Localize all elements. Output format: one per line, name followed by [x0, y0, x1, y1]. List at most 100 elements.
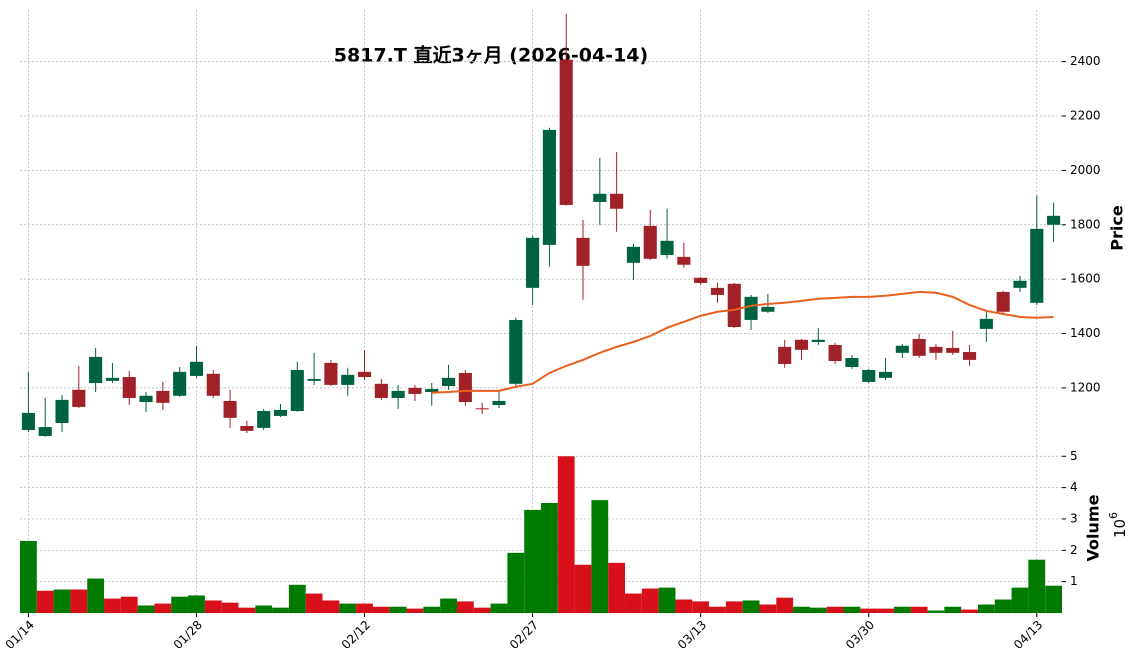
volume-bar [20, 540, 37, 613]
candle-body [357, 371, 372, 378]
candle-body [727, 283, 741, 328]
volume-bar [541, 502, 558, 613]
candle-body [139, 395, 153, 403]
volume-bar [591, 500, 609, 613]
x-tick-label: 03/13 [675, 618, 709, 652]
candle-body [929, 346, 943, 353]
volume-bar [104, 598, 121, 613]
candle-body [1047, 215, 1061, 225]
volume-bar [70, 589, 88, 613]
volume-bar [255, 605, 273, 613]
candle-body [122, 377, 136, 398]
volume-bar [557, 456, 575, 613]
volume-bar [809, 607, 827, 613]
candle-body [21, 412, 35, 431]
candle-body [526, 237, 540, 288]
candle-body [55, 399, 69, 423]
volume-bar [877, 608, 894, 613]
y-tick-label: 1 [1070, 574, 1078, 588]
volume-bar [994, 599, 1012, 613]
volume-bar [137, 605, 155, 613]
candle-body [72, 389, 86, 407]
candle-body [811, 339, 825, 342]
candle-body [677, 256, 691, 265]
candle-body [257, 411, 271, 428]
volume-bar [120, 596, 138, 613]
y-tick-label: 1200 [1070, 380, 1101, 394]
candle-body [189, 361, 204, 376]
chart-title: 5817.T 直近3ヶ月 (2026-04-14) [334, 44, 648, 67]
volume-bar [776, 597, 794, 613]
candle-body [38, 427, 52, 437]
volume-bar [356, 603, 373, 613]
candle-body [559, 59, 573, 205]
volume-bar [658, 587, 676, 613]
candle-body [391, 390, 405, 398]
candle-body [1013, 280, 1027, 288]
volume-bar [742, 600, 760, 613]
candle-body [458, 372, 472, 403]
volume-bar [423, 606, 441, 613]
volume-bar [204, 600, 222, 613]
candle-body [996, 291, 1010, 312]
volume-bar [238, 607, 256, 613]
y-tick-label: 4 [1070, 480, 1078, 494]
volume-bar [322, 600, 340, 613]
candle-body [307, 378, 321, 381]
candle-body [778, 346, 792, 364]
price-axis-label: Price [1108, 205, 1127, 251]
candle-body [105, 377, 119, 381]
volume-scale: 106 [1107, 512, 1129, 538]
candle-body [173, 371, 187, 396]
volume-bar [36, 590, 54, 613]
volume-bar [53, 589, 71, 613]
volume-bar [171, 596, 189, 613]
candle-body [509, 319, 523, 384]
y-tick-label: 3 [1070, 511, 1078, 525]
volume-bar [608, 562, 626, 613]
candle-body [963, 352, 977, 360]
candle-body [878, 371, 893, 378]
volume-bar [910, 606, 928, 613]
candle-body [89, 356, 103, 384]
candle-body [324, 362, 338, 385]
x-tick-label: 04/13 [1011, 618, 1045, 652]
volume-bar [507, 552, 525, 613]
candle-body [442, 377, 456, 387]
candle-body [610, 193, 624, 209]
volume-bar [1011, 587, 1029, 613]
volume-bar [154, 603, 172, 613]
volume-bar [272, 607, 289, 613]
moving-average-line [431, 290, 1054, 394]
volume-bar [675, 599, 693, 613]
volume-axis-label: Volume [1084, 494, 1103, 561]
volume-bar [188, 595, 205, 613]
candle-body [492, 400, 506, 406]
volume-bar [490, 603, 508, 613]
candle-body [206, 373, 220, 396]
candle-body [542, 129, 556, 245]
candle-body [240, 425, 254, 431]
volume-bar [372, 606, 390, 613]
volume-bar [305, 593, 323, 613]
candle-body [223, 400, 237, 418]
candle-body [694, 277, 708, 283]
volume-bar [725, 601, 743, 613]
candle-body [626, 246, 640, 263]
volume-bar [473, 607, 491, 613]
candle-body [761, 306, 775, 312]
volume-bar [759, 604, 777, 613]
volume-bar [221, 602, 239, 613]
candle-body [862, 369, 876, 382]
candle-body [593, 193, 607, 202]
y-tick-label: 2400 [1070, 54, 1101, 68]
volume-bar [826, 606, 844, 613]
candle-body [156, 390, 170, 403]
volume-bar [440, 598, 457, 613]
y-tick-label: 5 [1070, 449, 1078, 463]
volume-bar [625, 593, 642, 613]
candle-body [643, 225, 657, 259]
x-tick-label: 03/30 [843, 618, 877, 652]
volume-bar [927, 610, 945, 613]
